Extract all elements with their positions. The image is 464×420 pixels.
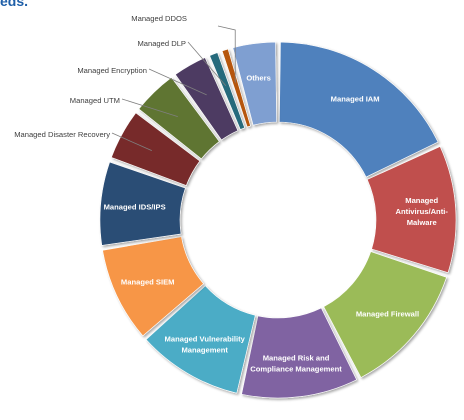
slice-managed-disaster-recovery <box>110 112 201 186</box>
label-others: Others <box>246 73 270 82</box>
label-managed-risk-and-compliance-management: Managed Risk and Compliance Management <box>250 353 342 373</box>
slice-managed-antivirus-anti-malware <box>366 146 457 274</box>
label-managed-disaster-recovery: Managed Disaster Recovery <box>14 130 110 139</box>
donut-slices <box>99 41 457 399</box>
slice-managed-firewall <box>323 251 447 378</box>
leader-managed-utm <box>121 98 178 117</box>
label-managed-ddos: Managed DDOS <box>131 14 187 23</box>
slice-managed-ddos <box>221 48 251 128</box>
label-managed-utm: Managed UTM <box>70 96 120 105</box>
label-managed-iam: Managed IAM <box>331 94 380 103</box>
label-managed-ids-ips: Managed IDS/IPS <box>104 202 166 211</box>
label-managed-firewall: Managed Firewall <box>356 310 419 319</box>
slice-managed-dlp <box>209 52 246 130</box>
slice-managed-ids-ips <box>99 161 186 246</box>
slice-others <box>232 41 277 126</box>
leader-managed-ddos <box>217 25 236 83</box>
label-managed-encryption: Managed Encryption <box>77 66 147 75</box>
label-managed-siem: Managed SIEM <box>121 277 175 286</box>
slice-managed-vulnerability-management <box>145 285 256 394</box>
slice-managed-utm <box>138 77 220 160</box>
slice-managed-risk-and-compliance-management <box>241 307 357 399</box>
label-managed-vulnerability-management: Managed Vulnerability Management <box>165 334 246 354</box>
leader-managed-dlp <box>187 41 227 87</box>
slice-managed-siem <box>102 236 205 337</box>
slice-managed-encryption <box>174 57 239 141</box>
leader-lines <box>111 25 236 151</box>
slice-managed-iam <box>279 41 439 178</box>
leader-managed-encryption <box>148 68 207 96</box>
label-managed-dlp: Managed DLP <box>137 39 186 48</box>
leader-managed-disaster-recovery <box>111 132 152 151</box>
label-managed-antivirus-anti-malware: Managed Antivirus/Anti-Malware <box>396 196 449 227</box>
slice-labels: Managed IAM Managed Antivirus/Anti-Malware… <box>14 14 448 373</box>
heading-fragment: eds. <box>0 0 29 9</box>
